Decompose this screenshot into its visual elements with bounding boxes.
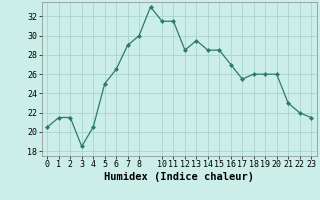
X-axis label: Humidex (Indice chaleur): Humidex (Indice chaleur) xyxy=(104,172,254,182)
